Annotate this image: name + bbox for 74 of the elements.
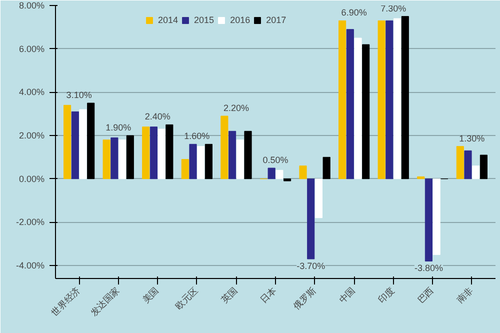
y-tick-label: -4.00% xyxy=(16,260,45,270)
data-label: 1.30% xyxy=(459,133,485,144)
bar xyxy=(126,135,134,180)
legend-label: 2017 xyxy=(266,15,286,25)
x-tick-label: 欧元区 xyxy=(174,285,200,312)
bar xyxy=(424,178,432,262)
legend-label: 2015 xyxy=(194,15,214,25)
bar xyxy=(284,178,292,182)
bar xyxy=(276,170,284,180)
bar xyxy=(158,128,166,180)
y-tick-label: 0.00% xyxy=(18,174,45,184)
legend-label: 2016 xyxy=(230,15,250,25)
x-tick-label: 巴西 xyxy=(416,286,436,306)
data-label: 3.10% xyxy=(66,90,92,100)
bar xyxy=(314,178,322,218)
x-tick-label: 中国 xyxy=(337,285,358,306)
x-tick-label: 俄罗斯 xyxy=(291,285,318,312)
x-tick-label: 印度 xyxy=(376,285,397,306)
data-label: -3.70% xyxy=(296,261,326,271)
bar xyxy=(268,168,276,180)
bar xyxy=(87,102,95,180)
bar xyxy=(432,178,440,255)
bar xyxy=(197,146,205,180)
data-label: 0.50% xyxy=(262,155,288,165)
bar xyxy=(322,156,330,180)
x-tick-label: 日本 xyxy=(258,285,280,306)
bar xyxy=(150,126,158,180)
bar xyxy=(236,140,244,180)
bar xyxy=(394,18,402,180)
bar xyxy=(102,140,110,180)
x-tick-label: 发达国家 xyxy=(88,285,122,318)
bar xyxy=(64,104,72,180)
bar xyxy=(220,116,228,180)
y-tick-label: 4.00% xyxy=(18,87,45,98)
bar xyxy=(244,130,252,180)
y-tick-label: -2.00% xyxy=(16,217,45,228)
bar xyxy=(204,144,212,180)
bar xyxy=(79,109,87,180)
bar xyxy=(228,130,236,180)
x-tick-label: 世界经济 xyxy=(49,285,83,318)
bar xyxy=(189,144,197,180)
bar xyxy=(181,159,189,180)
bar xyxy=(118,140,126,180)
bar xyxy=(142,126,150,180)
data-label: 1.60% xyxy=(184,131,210,142)
x-tick-label: 英国 xyxy=(219,285,240,306)
y-tick-label: 8.00% xyxy=(18,0,45,10)
bar xyxy=(166,124,174,180)
x-tick-label: 南非 xyxy=(454,285,476,306)
bar xyxy=(354,38,362,180)
bar xyxy=(362,44,370,180)
bar xyxy=(472,166,480,180)
bar xyxy=(299,166,307,180)
data-label: 6.90% xyxy=(341,8,367,18)
x-tick-label: 美国 xyxy=(140,285,162,306)
bar xyxy=(338,20,346,180)
y-tick-label: 6.00% xyxy=(18,44,45,54)
data-label: 2.20% xyxy=(223,103,249,113)
bar xyxy=(456,146,464,180)
data-label: -3.80% xyxy=(414,263,443,274)
bar xyxy=(417,176,425,180)
bar xyxy=(110,137,118,180)
bar xyxy=(480,154,488,180)
y-tick-label: 2.00% xyxy=(18,130,45,140)
data-label: 1.90% xyxy=(106,122,132,132)
bar xyxy=(464,150,472,180)
legend-label: 2014 xyxy=(158,15,178,25)
bar xyxy=(386,20,394,180)
bar xyxy=(71,111,79,180)
bar xyxy=(307,178,315,260)
bar xyxy=(378,20,386,180)
bar xyxy=(346,29,354,180)
bar xyxy=(401,16,409,180)
data-label: 2.40% xyxy=(144,112,170,122)
